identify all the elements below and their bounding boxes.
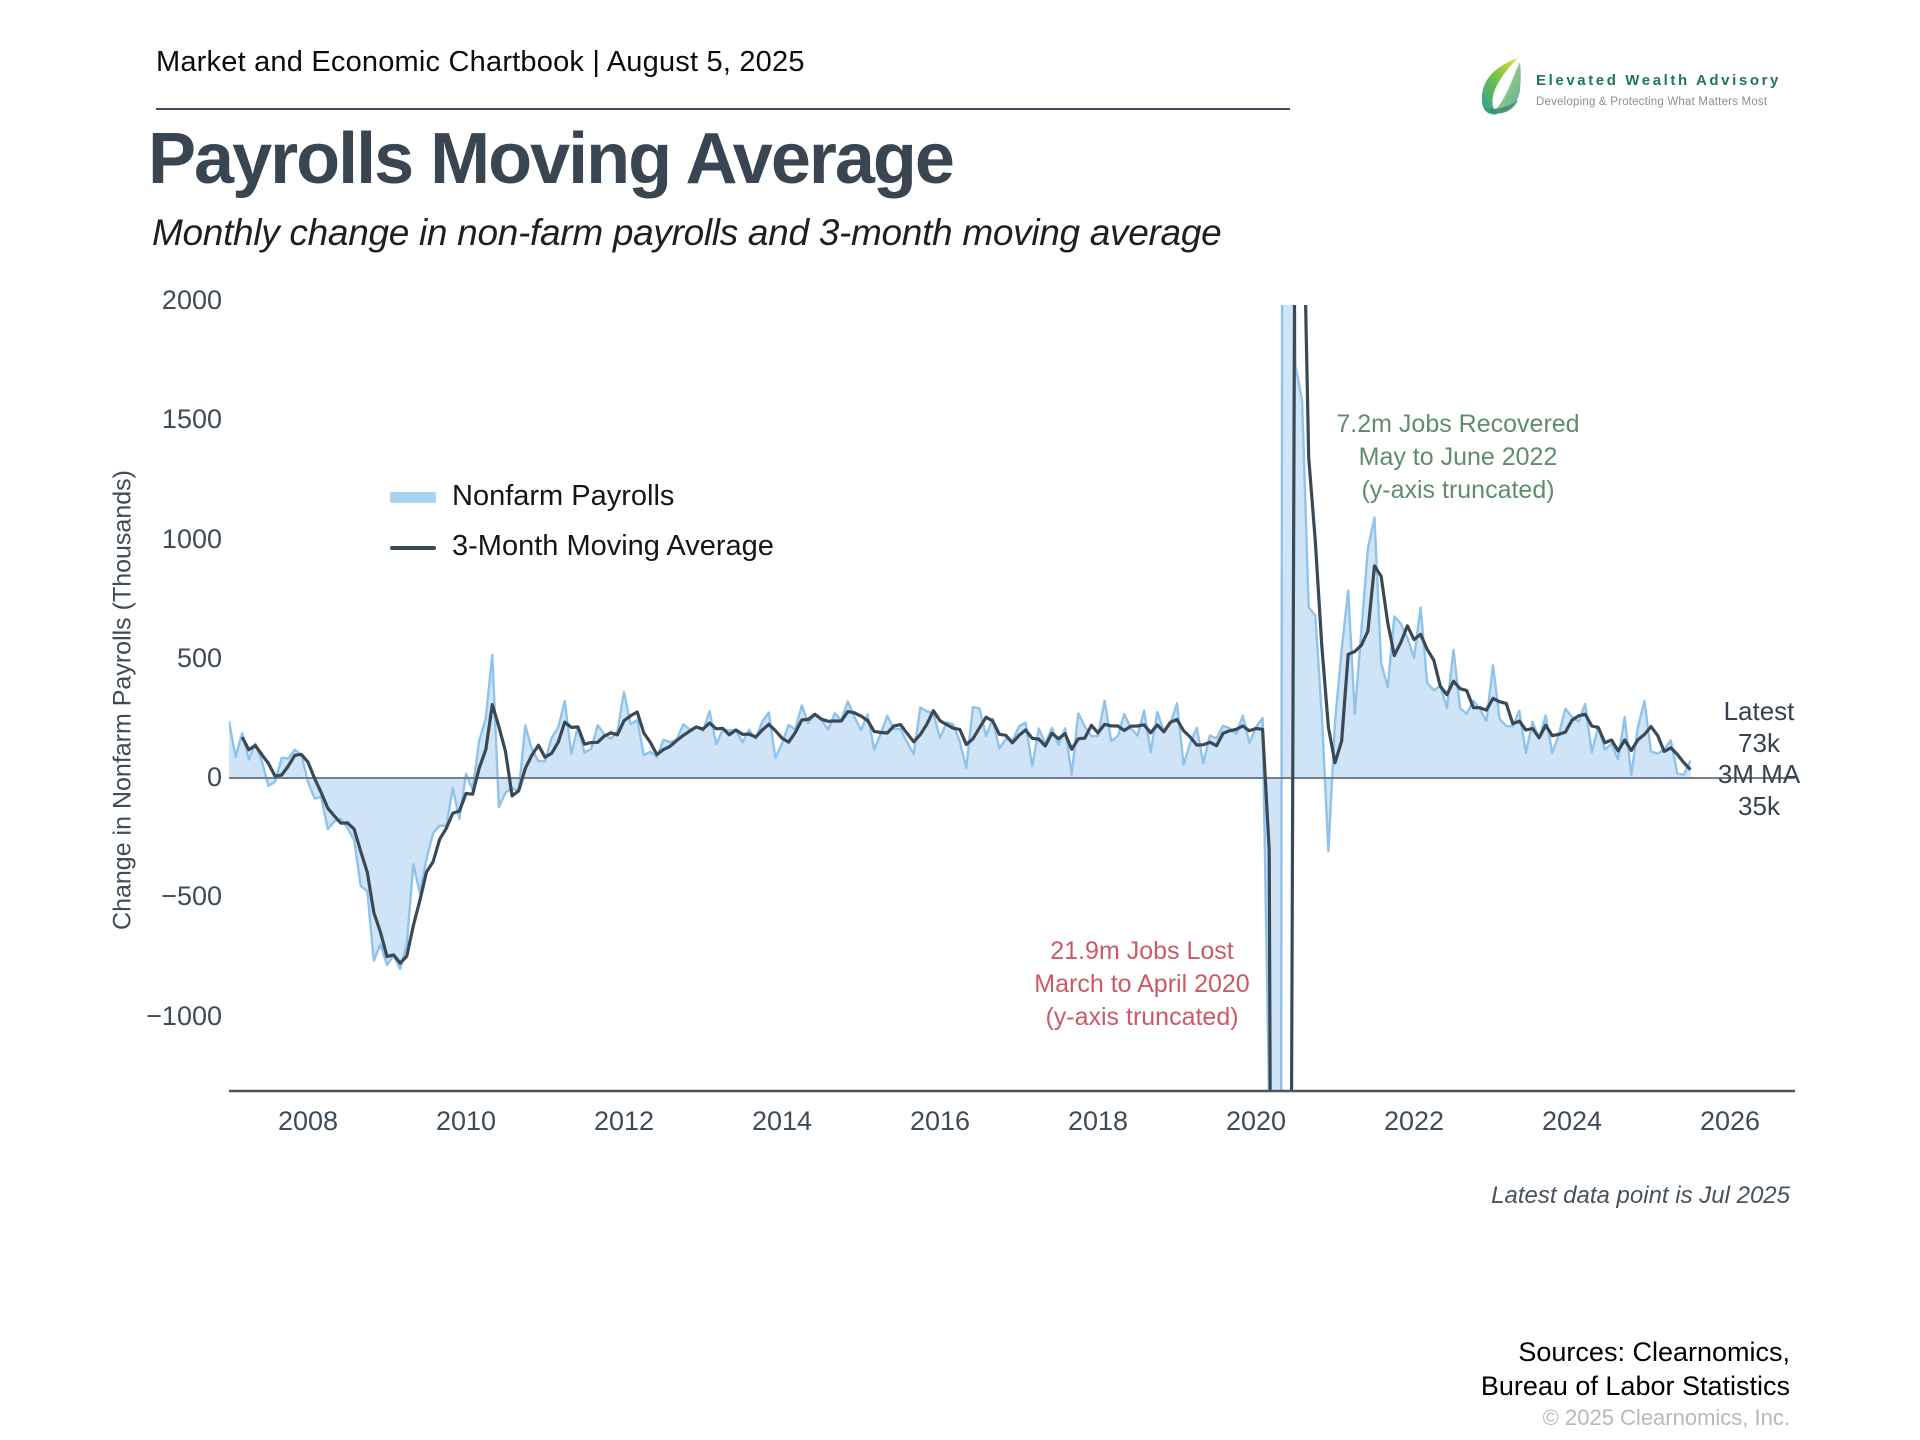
sources-text: Sources: Clearnomics, Bureau of Labor St… bbox=[1290, 1335, 1790, 1403]
y-tick-0: 0 bbox=[206, 762, 222, 792]
x-tick-2010: 2010 bbox=[435, 1106, 497, 1136]
logo-icon bbox=[1481, 58, 1521, 115]
sources-line1: Sources: Clearnomics, bbox=[1518, 1337, 1790, 1367]
annotation-lost-line1: 21.9m Jobs Lost bbox=[1050, 937, 1234, 965]
x-tick-2012: 2012 bbox=[593, 1106, 655, 1136]
latest-label: Latest bbox=[1723, 696, 1795, 726]
nonfarm-area bbox=[229, 305, 1691, 1091]
annotation-recovered-line1: 7.2m Jobs Recovered bbox=[1336, 410, 1580, 438]
page-subtitle: Monthly change in non-farm payrolls and … bbox=[152, 212, 1222, 253]
x-tick-2026: 2026 bbox=[1699, 1106, 1761, 1136]
legend-label-nonfarm-payrolls: Nonfarm Payrolls bbox=[452, 480, 675, 512]
annotation-lost-line2: March to April 2020 bbox=[1034, 970, 1250, 998]
y-tick-2000: 2000 bbox=[161, 285, 222, 315]
y-tick-neg500: −500 bbox=[161, 881, 222, 911]
latest-ma-value: 35k bbox=[1738, 790, 1780, 821]
page-title: Payrolls Moving Average bbox=[148, 119, 955, 199]
annotation-recovered-line2: May to June 2022 bbox=[1358, 443, 1558, 471]
sources-line2: Bureau of Labor Statistics bbox=[1480, 1371, 1790, 1401]
x-tick-2022: 2022 bbox=[1383, 1106, 1445, 1136]
annotation-recovered-line3: (y-axis truncated) bbox=[1361, 476, 1555, 504]
x-tick-2020: 2020 bbox=[1225, 1106, 1287, 1136]
x-tick-2016: 2016 bbox=[909, 1106, 971, 1136]
latest-value: 73k bbox=[1738, 727, 1780, 758]
header-rule bbox=[156, 108, 1290, 110]
y-tick-1000: 1000 bbox=[161, 524, 222, 554]
x-tick-2018: 2018 bbox=[1067, 1106, 1129, 1136]
latest-value-callout: Latest 73k 3M MA 35k bbox=[1694, 696, 1824, 822]
annotation-jobs-recovered: 7.2m Jobs Recovered May to June 2022 (y-… bbox=[1288, 408, 1628, 507]
annotation-lost-line3: (y-axis truncated) bbox=[1045, 1003, 1239, 1031]
logo-name: Elevated Wealth Advisory bbox=[1536, 72, 1781, 89]
logo-tagline: Developing & Protecting What Matters Mos… bbox=[1536, 96, 1768, 108]
latest-ma-label: 3M MA bbox=[1717, 759, 1801, 789]
moving-average-line bbox=[240, 305, 1692, 1091]
legend-swatch-moving-average bbox=[390, 546, 436, 550]
y-tick-1500: 1500 bbox=[161, 404, 222, 434]
y-tick-neg1000: −1000 bbox=[146, 1001, 222, 1031]
legend-label-moving-average: 3-Month Moving Average bbox=[452, 530, 774, 562]
copyright-text: © 2025 Clearnomics, Inc. bbox=[1542, 1405, 1790, 1430]
x-tick-2008: 2008 bbox=[277, 1106, 339, 1136]
annotation-jobs-lost: 21.9m Jobs Lost March to April 2020 (y-a… bbox=[972, 935, 1312, 1034]
x-tick-2024: 2024 bbox=[1541, 1106, 1603, 1136]
legend-swatch-nonfarm-payrolls bbox=[390, 492, 436, 503]
x-tick-2014: 2014 bbox=[751, 1106, 813, 1136]
chart-footnote: Latest data point is Jul 2025 bbox=[1491, 1182, 1790, 1209]
y-tick-500: 500 bbox=[176, 643, 222, 673]
chartbook-header: Market and Economic Chartbook | August 5… bbox=[156, 46, 805, 78]
